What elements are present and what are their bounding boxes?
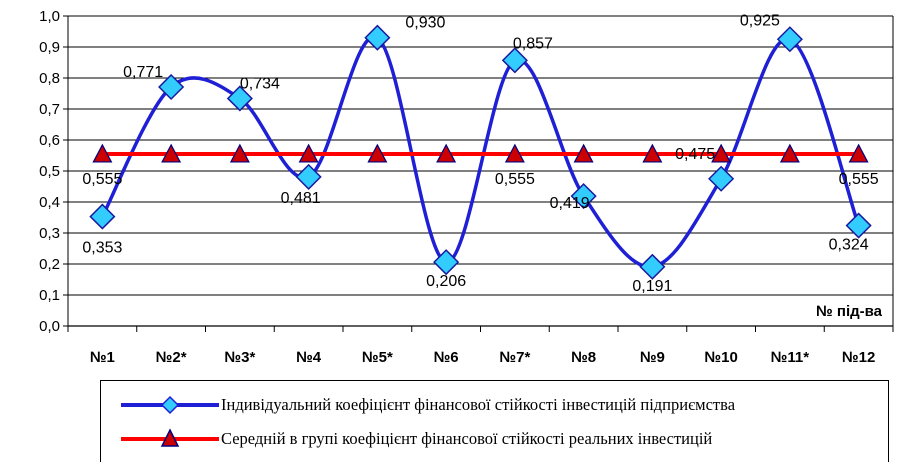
point-marker-individual [570,183,597,210]
x-tick-label: №12 [842,349,875,366]
legend: Індивідуальний коефіцієнт фінансової сті… [100,380,889,462]
point-marker-individual [776,26,803,53]
y-tick-label: 0,8 [39,70,60,87]
legend-item-average: Середній в групі коефіцієнт фінансової с… [101,421,888,455]
x-tick-label: №11* [771,349,810,366]
y-tick-label: 0,1 [39,287,60,304]
triangle-marker-icon [160,428,180,447]
legend-label-individual: Індивідуальний коефіцієнт фінансової сті… [221,395,736,414]
x-axis-title: № під-ва [816,303,883,320]
data-label-individual: 0,206 [426,273,466,290]
x-tick-label: №1 [90,349,115,366]
data-labels: 0,353 0,771 0,734 0,481 0,930 0,206 0,857 0,419… [82,12,878,295]
y-tick-label: 0,4 [39,194,60,211]
point-marker-individual [89,203,116,230]
legend-item-individual: Індивідуальний коефіцієнт фінансової сті… [101,387,888,421]
legend-swatch-individual [121,395,219,415]
data-label-individual: 0,191 [632,278,672,295]
data-label-individual: 0,930 [405,15,445,32]
point-marker-average [298,143,319,163]
point-marker-average [642,143,663,163]
y-tick-label: 0,7 [39,101,60,118]
x-tick-label: №6 [434,349,459,366]
series-line-individual [100,35,861,269]
point-marker-average [436,143,457,163]
point-marker-individual [501,47,528,74]
y-tick-label: 1,0 [39,8,60,25]
point-marker-average [848,143,869,163]
point-marker-individual [226,85,253,112]
x-tick-label: №8 [571,349,596,366]
data-label-individual: 0,475 [675,146,715,163]
data-label-average: 0,555 [839,171,879,188]
data-label-individual: 0,771 [123,64,163,81]
x-tick-label: №5* [362,349,393,366]
x-axis: №1 №2* №3* №4 №5* №6 №7* №8 №9 №10 №11* №12 [67,325,894,366]
y-tick-label: 0,3 [39,225,60,242]
point-marker-average [367,143,388,163]
y-tick-label: 0,0 [39,318,60,335]
point-marker-average [161,143,182,163]
point-marker-individual [295,163,322,190]
point-marker-average [779,143,800,163]
x-tick-label: №7* [499,349,530,366]
point-marker-individual [639,253,666,280]
legend-label-average: Середній в групі коефіцієнт фінансової с… [221,429,713,448]
series [89,24,872,280]
x-tick-label: №2* [156,349,187,366]
data-label-individual: 0,353 [82,240,122,257]
data-label-individual: 0,734 [240,75,280,92]
x-tick-label: №9 [640,349,665,366]
data-label-individual: 0,419 [550,195,590,212]
y-tick-label: 0,6 [39,132,60,149]
point-marker-average [229,143,250,163]
legend-swatch-average [121,428,219,447]
data-label-individual: 0,324 [829,237,869,254]
point-marker-average [573,143,594,163]
point-marker-average [504,143,525,163]
data-label-average: 0,555 [82,171,122,188]
data-label-individual: 0,857 [513,35,553,52]
point-marker-individual [845,212,872,239]
data-label-individual: 0,481 [281,190,321,207]
y-axis: 0,0 0,1 0,2 0,3 0,4 0,5 0,6 0,7 0,8 0,9 1,0 [39,8,894,335]
x-tick-label: №3* [224,349,255,366]
y-tick-label: 0,5 [39,163,60,180]
point-marker-individual [708,165,735,192]
x-tick-label: №4 [296,349,322,366]
data-label-individual: 0,925 [740,12,780,29]
y-tick-label: 0,2 [39,256,60,273]
point-marker-individual [433,249,460,276]
data-label-average: 0,555 [495,171,535,188]
point-marker-individual [158,73,185,101]
point-marker-average [711,143,732,163]
y-tick-label: 0,9 [39,39,60,56]
x-tick-label: №10 [704,349,737,366]
diamond-marker-icon [160,395,180,415]
point-marker-average [92,143,113,163]
point-marker-individual [364,24,391,51]
